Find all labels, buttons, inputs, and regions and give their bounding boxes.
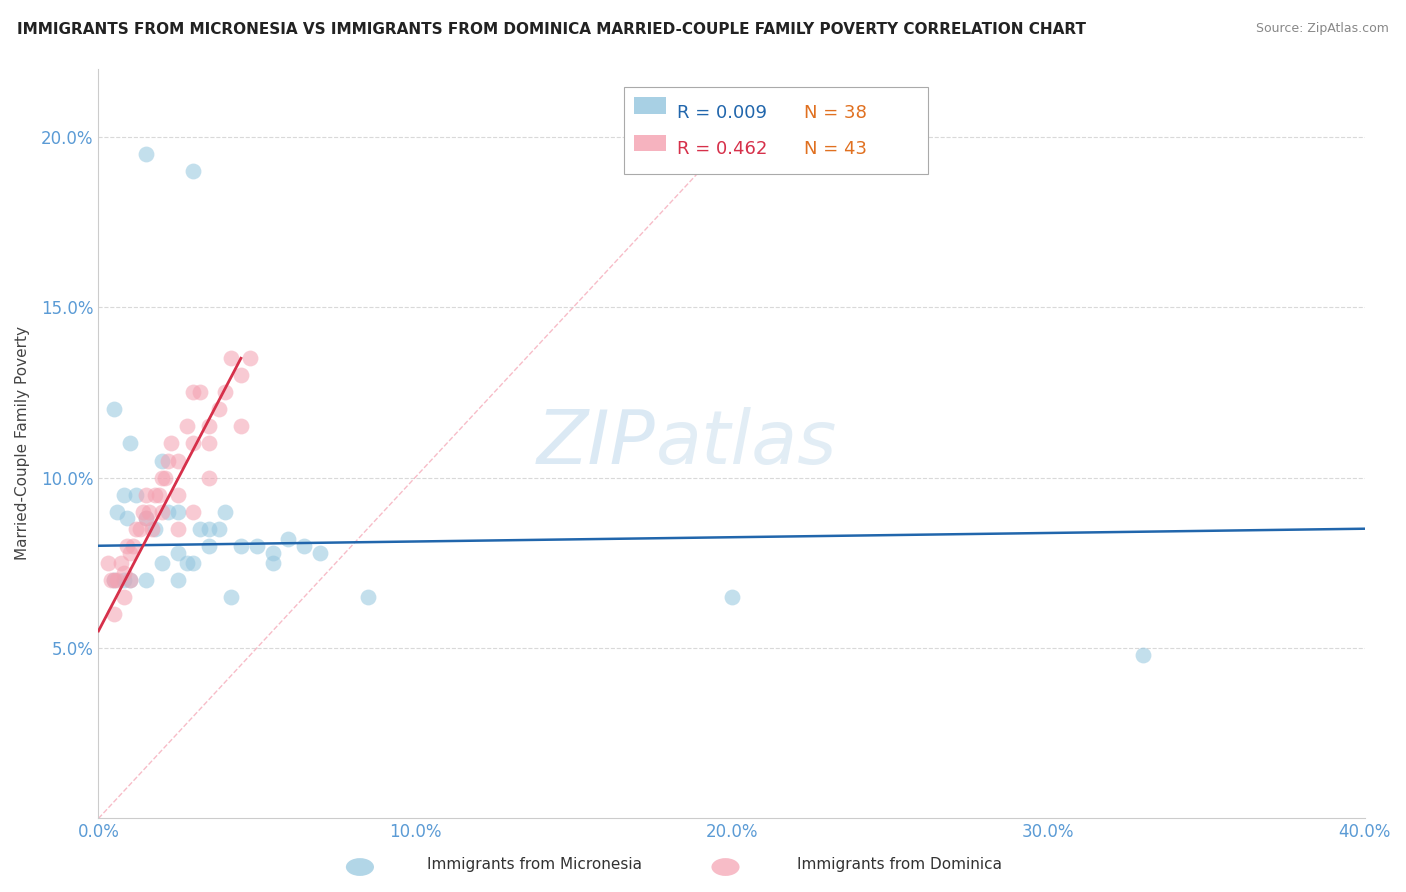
- Point: [115, 539, 138, 553]
- Point: [120, 545, 142, 559]
- Point: [103, 573, 125, 587]
- Point: [120, 573, 142, 587]
- Point: [150, 453, 173, 467]
- Point: [135, 146, 157, 161]
- Text: Source: ZipAtlas.com: Source: ZipAtlas.com: [1256, 22, 1389, 36]
- Text: ZIP: ZIP: [537, 408, 655, 480]
- Point: [229, 539, 252, 553]
- Point: [122, 539, 145, 553]
- Point: [221, 351, 243, 366]
- Point: [157, 505, 180, 519]
- Point: [198, 436, 221, 450]
- Point: [135, 573, 157, 587]
- Point: [115, 511, 138, 525]
- Point: [100, 573, 122, 587]
- Text: atlas: atlas: [655, 408, 837, 480]
- Y-axis label: Married-Couple Family Poverty: Married-Couple Family Poverty: [15, 326, 30, 560]
- Point: [166, 488, 188, 502]
- Point: [183, 556, 205, 570]
- Point: [1132, 648, 1154, 662]
- Point: [183, 505, 205, 519]
- Text: N = 38: N = 38: [804, 103, 866, 122]
- Point: [183, 436, 205, 450]
- Point: [112, 488, 135, 502]
- Point: [128, 522, 150, 536]
- Point: [141, 522, 163, 536]
- Point: [229, 419, 252, 434]
- Point: [221, 590, 243, 604]
- Point: [292, 539, 315, 553]
- Point: [166, 545, 188, 559]
- Point: [198, 539, 221, 553]
- FancyBboxPatch shape: [634, 97, 666, 113]
- Point: [183, 385, 205, 400]
- FancyBboxPatch shape: [634, 135, 666, 151]
- Point: [157, 453, 180, 467]
- Point: [112, 590, 135, 604]
- Point: [198, 470, 221, 484]
- Point: [720, 590, 742, 604]
- Point: [138, 505, 160, 519]
- Point: [135, 488, 157, 502]
- Point: [103, 402, 125, 417]
- Point: [107, 573, 129, 587]
- Point: [103, 607, 125, 621]
- Point: [110, 556, 132, 570]
- Point: [176, 556, 198, 570]
- Point: [277, 532, 299, 546]
- Point: [239, 351, 262, 366]
- Point: [188, 385, 211, 400]
- Point: [198, 522, 221, 536]
- Point: [120, 436, 142, 450]
- Point: [150, 505, 173, 519]
- Text: R = 0.462: R = 0.462: [678, 140, 768, 158]
- Text: Immigrants from Micronesia: Immigrants from Micronesia: [427, 857, 641, 872]
- Point: [103, 573, 125, 587]
- Point: [150, 556, 173, 570]
- Point: [166, 505, 188, 519]
- Point: [135, 511, 157, 525]
- Point: [125, 488, 148, 502]
- Point: [262, 556, 284, 570]
- Point: [148, 488, 170, 502]
- Point: [166, 573, 188, 587]
- Point: [246, 539, 269, 553]
- Point: [145, 522, 167, 536]
- Point: [112, 566, 135, 580]
- Point: [150, 470, 173, 484]
- Text: IMMIGRANTS FROM MICRONESIA VS IMMIGRANTS FROM DOMINICA MARRIED-COUPLE FAMILY POV: IMMIGRANTS FROM MICRONESIA VS IMMIGRANTS…: [17, 22, 1085, 37]
- Point: [166, 453, 188, 467]
- Text: N = 43: N = 43: [804, 140, 868, 158]
- Point: [208, 522, 231, 536]
- Point: [107, 505, 129, 519]
- Point: [214, 385, 236, 400]
- Point: [120, 573, 142, 587]
- Point: [135, 511, 157, 525]
- Point: [160, 436, 183, 450]
- Text: R = 0.009: R = 0.009: [678, 103, 768, 122]
- Point: [132, 505, 155, 519]
- Point: [125, 522, 148, 536]
- Point: [166, 522, 188, 536]
- Point: [198, 419, 221, 434]
- Point: [183, 163, 205, 178]
- Point: [145, 488, 167, 502]
- Point: [176, 419, 198, 434]
- Point: [112, 573, 135, 587]
- FancyBboxPatch shape: [624, 87, 928, 174]
- Point: [229, 368, 252, 383]
- Text: Immigrants from Dominica: Immigrants from Dominica: [797, 857, 1002, 872]
- Point: [262, 545, 284, 559]
- Point: [153, 470, 176, 484]
- Point: [309, 545, 332, 559]
- Point: [208, 402, 231, 417]
- Point: [356, 590, 378, 604]
- Point: [97, 556, 120, 570]
- Point: [188, 522, 211, 536]
- Point: [214, 505, 236, 519]
